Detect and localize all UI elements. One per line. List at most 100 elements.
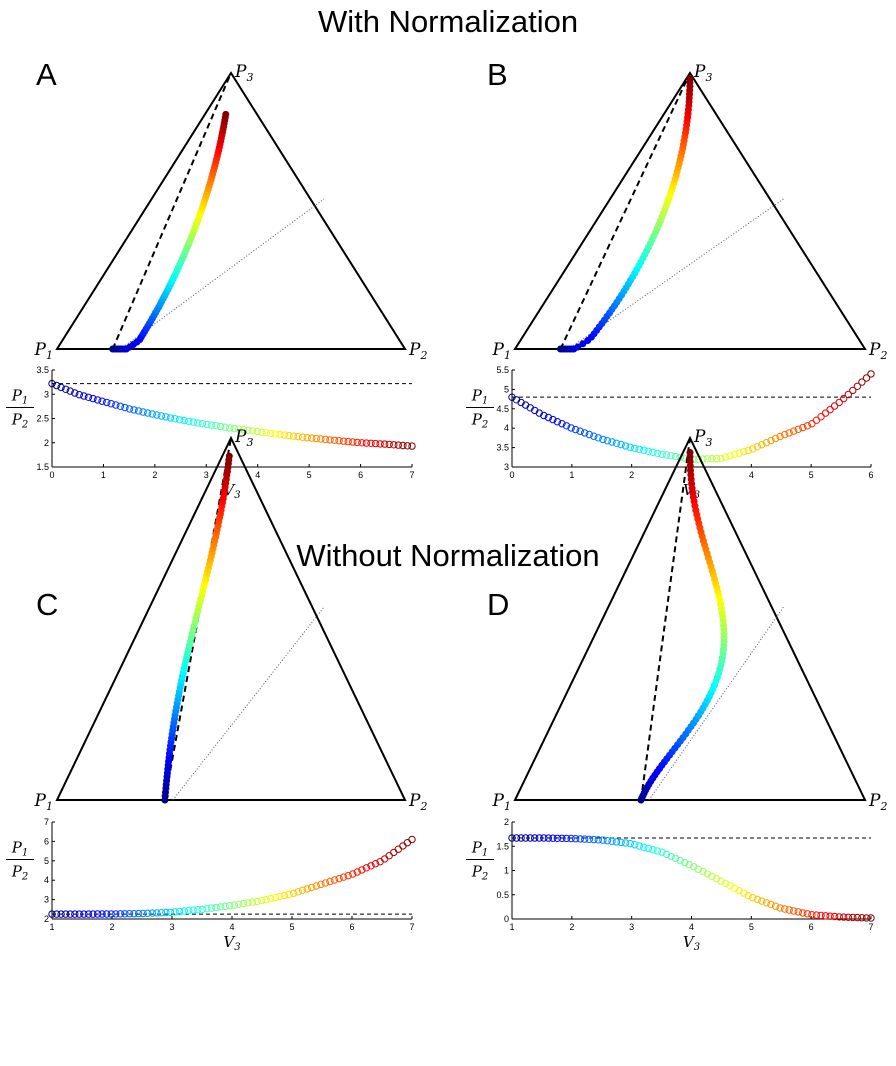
y-axis-label-numerator: P1 <box>11 839 28 859</box>
data-point <box>835 913 843 921</box>
data-point <box>585 430 593 439</box>
data-point <box>708 872 716 880</box>
data-point <box>180 416 188 425</box>
data-point <box>257 896 266 905</box>
data-point <box>71 910 79 918</box>
data-point <box>130 910 138 918</box>
data-point <box>230 424 239 433</box>
data-point <box>98 397 106 405</box>
data-point <box>571 425 580 434</box>
data-point <box>358 866 366 874</box>
data-point <box>608 438 616 446</box>
data-point <box>776 904 784 912</box>
data-point <box>790 907 798 915</box>
x-axis-label: V3 <box>223 933 240 953</box>
simplex-triangle <box>55 71 407 350</box>
data-point <box>717 877 725 885</box>
data-point <box>244 899 252 907</box>
data-point <box>731 884 739 892</box>
data-point <box>735 887 743 895</box>
x-tick-label: 4 <box>689 922 694 932</box>
trajectory-point <box>686 448 694 456</box>
data-point <box>257 428 266 436</box>
data-point <box>771 902 780 910</box>
data-point <box>344 871 352 880</box>
y-tick-label: 6 <box>44 836 49 846</box>
data-point <box>753 895 762 904</box>
data-point <box>253 897 261 906</box>
vertex-label-p2: P2 <box>408 791 427 813</box>
data-point <box>867 914 875 922</box>
data-point <box>603 837 612 845</box>
data-point <box>799 423 807 432</box>
data-point <box>858 378 866 386</box>
data-point <box>758 441 766 449</box>
data-point <box>80 392 88 400</box>
data-point <box>631 841 639 849</box>
vertex-label-p3: P3 <box>234 62 253 84</box>
y-tick-label: 1 <box>504 866 509 876</box>
data-point <box>308 434 316 442</box>
data-point <box>294 432 302 441</box>
data-point <box>339 437 348 445</box>
data-point <box>321 435 330 444</box>
data-point <box>144 909 152 917</box>
data-point <box>571 835 580 843</box>
data-point <box>207 421 216 429</box>
data-point <box>799 909 807 917</box>
data-point <box>339 873 348 881</box>
data-point <box>603 437 612 445</box>
vertex-label-p1: P1 <box>34 340 53 362</box>
data-point <box>740 448 748 456</box>
data-point <box>189 418 198 426</box>
data-point <box>353 438 361 447</box>
data-point <box>317 435 325 443</box>
plot-area <box>52 822 412 919</box>
x-tick-label: 3 <box>169 922 174 932</box>
data-point <box>662 850 671 858</box>
data-point <box>549 415 557 424</box>
data-point <box>812 911 821 919</box>
data-point <box>671 854 680 863</box>
data-point <box>612 838 621 846</box>
x-tick-label: 5 <box>809 470 814 480</box>
data-point <box>803 422 812 430</box>
data-point <box>549 834 557 842</box>
data-point <box>103 910 111 918</box>
data-point <box>344 437 352 446</box>
data-point <box>189 906 198 914</box>
data-point <box>767 900 775 909</box>
x-tick-label: 7 <box>409 922 414 932</box>
data-point <box>148 410 157 418</box>
data-point <box>312 882 320 890</box>
data-point <box>244 426 252 434</box>
data-point <box>694 865 702 873</box>
data-point <box>540 411 548 420</box>
data-point <box>644 447 652 455</box>
data-point <box>776 432 784 441</box>
x-tick-label: 6 <box>809 922 814 932</box>
data-point <box>803 910 812 918</box>
vertex-label-p1: P1 <box>492 791 511 813</box>
data-point <box>830 912 839 921</box>
data-point <box>235 900 243 908</box>
x-tick-label: 3 <box>204 470 209 480</box>
data-point <box>576 835 584 843</box>
data-point <box>712 454 721 463</box>
data-point <box>221 423 229 431</box>
data-point <box>662 451 671 459</box>
data-point <box>817 413 825 421</box>
data-point <box>93 910 102 918</box>
data-point <box>153 909 161 917</box>
y-axis-label-denominator: P2 <box>471 863 488 883</box>
data-point <box>567 424 575 432</box>
data-point <box>731 450 739 459</box>
data-point <box>394 441 402 449</box>
data-point <box>280 431 289 439</box>
data-point <box>185 906 193 915</box>
vertex-label-p2: P2 <box>408 340 427 362</box>
data-point <box>531 834 539 842</box>
data-point <box>808 911 816 919</box>
